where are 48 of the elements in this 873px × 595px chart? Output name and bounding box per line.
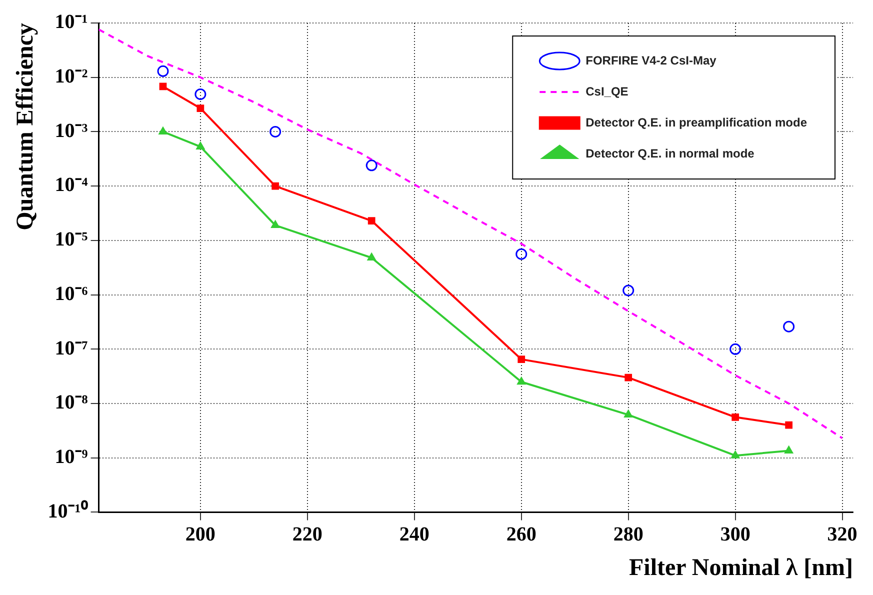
point [784,446,794,454]
point [518,356,526,363]
point [366,160,378,172]
y-tick-label: 10⁻³ [54,120,88,142]
point [624,374,632,382]
point [159,82,167,90]
legend-label: FORFIRE V4-2 CsI-May [586,53,717,68]
point [730,450,740,458]
x-tick-label: 280 [613,523,644,546]
y-tick-label: 10⁻⁴ [54,174,88,196]
x-axis-title: Filter Nominal λ [nm] [629,554,853,581]
y-tick-label: 10⁻⁹ [54,446,88,468]
point [196,104,204,112]
point [516,248,528,260]
point [624,410,633,418]
legend-label: CsI_QE [586,84,628,98]
point [622,284,634,296]
point [367,252,376,260]
y-tick-label: 10⁻² [54,66,88,88]
x-tick-label: 320 [827,523,858,546]
legend-label: Detector Q.E. in normal mode [586,146,755,160]
y-tick-label: 10⁻¹⁰ [48,499,88,522]
point [158,126,168,134]
x-tick-label: 260 [506,523,536,546]
y-tick-label: 10⁻⁶ [54,282,88,305]
point [368,217,376,224]
point [196,142,205,150]
y-tick-label: 10⁻¹ [54,11,88,34]
legend-label: Detector Q.E. in preamplification mode [586,115,808,130]
x-tick-label: 220 [292,523,322,546]
point [157,65,169,77]
point [270,220,280,228]
point [272,182,279,190]
point [732,413,740,421]
point [516,376,526,385]
y-tick-label: 10⁻⁸ [54,392,88,414]
x-tick-label: 200 [185,523,216,546]
y-tick-label: 10⁻⁵ [54,228,88,251]
point [785,421,792,429]
y-tick-label: 10⁻⁷ [54,337,88,360]
point [783,320,795,332]
point [730,343,742,355]
point [270,126,282,138]
point [194,88,206,100]
y-axis-title: Quantum Efficiency [12,23,39,230]
line-series [98,28,844,440]
x-tick-label: 240 [399,523,430,546]
x-tick-label: 300 [720,523,750,546]
